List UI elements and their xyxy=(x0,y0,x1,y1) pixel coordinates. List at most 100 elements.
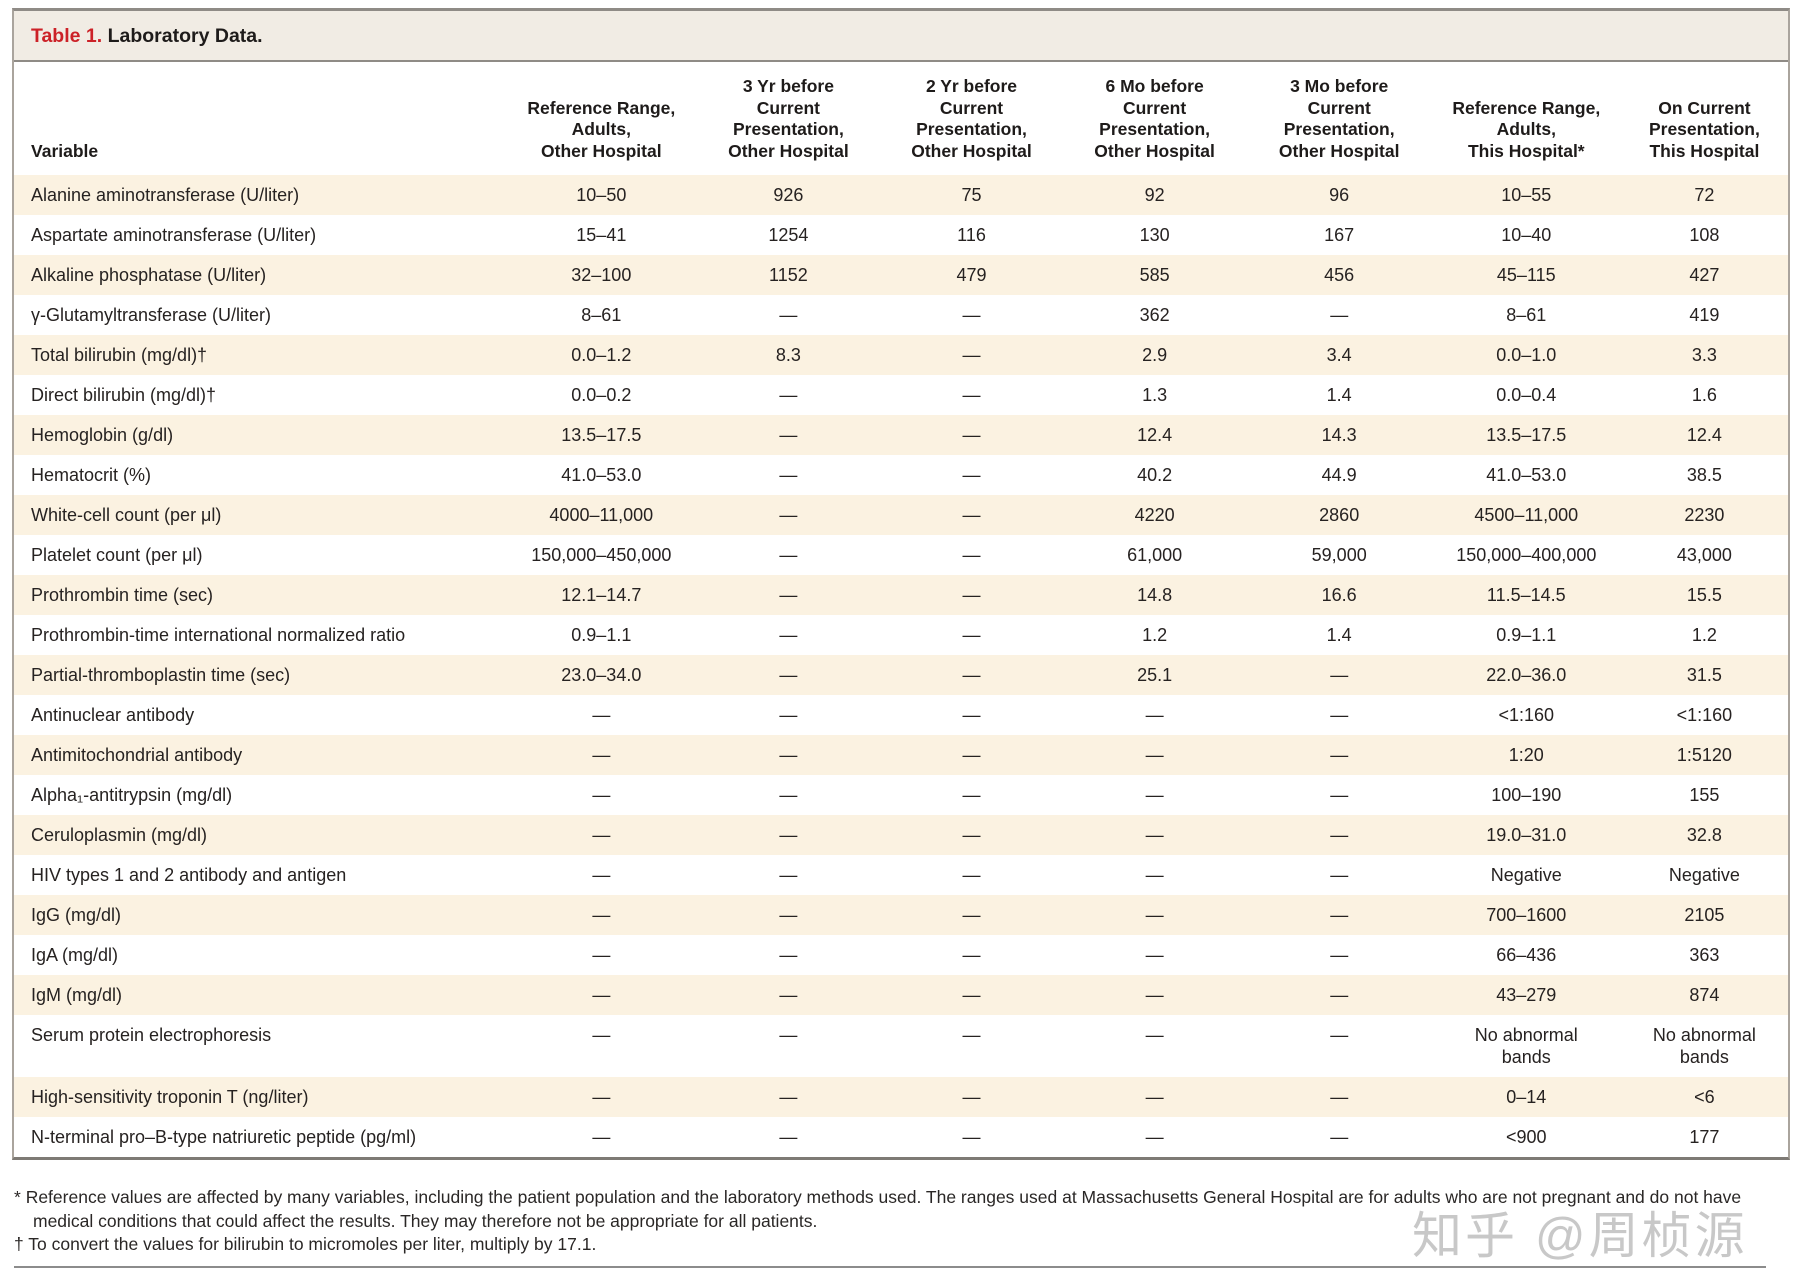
value-cell: — xyxy=(1145,1087,1164,1107)
value-cell: 3.3 xyxy=(1691,345,1717,365)
table-row: High-sensitivity troponin T (ng/liter) — —… xyxy=(14,1077,1788,1117)
value-cell: 874 xyxy=(1689,985,1720,1005)
value-cell: <900 xyxy=(1506,1127,1547,1147)
value-cell: — xyxy=(1330,825,1349,845)
variable-cell: Hemoglobin (g/dl) xyxy=(31,425,174,445)
value-cell: 32–100 xyxy=(571,265,632,285)
table-footnotes: * Reference values are affected by many … xyxy=(14,1186,1762,1257)
table-row: γ-Glutamyltransferase (U/liter) 8–61 — — 362… xyxy=(14,295,1788,335)
value-cell: 72 xyxy=(1694,185,1715,205)
value-cell: 38.5 xyxy=(1686,465,1722,485)
value-cell: — xyxy=(1330,305,1349,325)
footnote: † To convert the values for bilirubin to… xyxy=(14,1233,1762,1257)
value-cell: 8–61 xyxy=(1506,305,1547,325)
value-cell: 1.4 xyxy=(1326,625,1352,645)
value-cell: — xyxy=(1145,1127,1164,1147)
table-row: Antimitochondrial antibody — — — — — 1:20 1:512… xyxy=(14,735,1788,775)
value-cell: — xyxy=(962,745,981,765)
table-row: Direct bilirubin (mg/dl)† 0.0–0.2 — — 1.3 1.4… xyxy=(14,375,1788,415)
value-cell: 12.4 xyxy=(1686,425,1722,445)
value-cell: — xyxy=(962,665,981,685)
value-cell: — xyxy=(1145,985,1164,1005)
value-cell: 0.0–0.4 xyxy=(1496,385,1557,405)
value-cell: — xyxy=(1330,865,1349,885)
variable-cell: Total bilirubin (mg/dl)† xyxy=(31,345,208,365)
value-cell: 12.4 xyxy=(1137,425,1173,445)
value-cell: 14.8 xyxy=(1137,585,1173,605)
table-row: N-terminal pro–B-type natriuretic peptid… xyxy=(14,1117,1788,1157)
value-cell: 2.9 xyxy=(1142,345,1168,365)
column-header: 2 Yr before Current Presentation, Other … xyxy=(911,76,1032,161)
value-cell: — xyxy=(1330,985,1349,1005)
value-cell: — xyxy=(962,825,981,845)
footnote-text: Reference values are affected by many va… xyxy=(25,1187,1742,1231)
value-cell: — xyxy=(962,1087,981,1107)
value-cell: 4220 xyxy=(1134,505,1175,525)
value-cell: — xyxy=(592,705,611,725)
value-cell: 700–1600 xyxy=(1486,905,1567,925)
table-title: Table 1. Laboratory Data. xyxy=(14,11,1788,62)
value-cell: <1:160 xyxy=(1676,705,1733,725)
column-header: 3 Mo before Current Presentation, Other … xyxy=(1278,76,1400,161)
lab-data-table: Variable Reference Range, Adults, Other H… xyxy=(14,62,1788,1157)
value-cell: 25.1 xyxy=(1137,665,1173,685)
table-header: Variable Reference Range, Adults, Other H… xyxy=(14,62,1788,175)
table-row: Prothrombin-time international normalize… xyxy=(14,615,1788,655)
value-cell: 11.5–14.5 xyxy=(1486,585,1566,605)
table-row: Alanine aminotransferase (U/liter) 10–50 9… xyxy=(14,175,1788,215)
lab-data-figure: Table 1. Laboratory Data. Variable Refere… xyxy=(12,8,1790,1160)
value-cell: — xyxy=(1145,1025,1164,1045)
value-cell: — xyxy=(779,905,798,925)
value-cell: 130 xyxy=(1139,225,1170,245)
value-cell: 3.4 xyxy=(1326,345,1352,365)
variable-cell: Ceruloplasmin (mg/dl) xyxy=(31,825,208,845)
table-row: Hematocrit (%) 41.0–53.0 — — 40.2 44.9 41.0–53… xyxy=(14,455,1788,495)
value-cell: — xyxy=(962,905,981,925)
value-cell: 4500–11,000 xyxy=(1474,505,1579,525)
value-cell: 150,000–450,000 xyxy=(531,545,672,565)
value-cell: 66–436 xyxy=(1496,945,1557,965)
value-cell: 1:20 xyxy=(1508,745,1544,765)
value-cell: 31.5 xyxy=(1686,665,1722,685)
value-cell: — xyxy=(1145,705,1164,725)
value-cell: 108 xyxy=(1689,225,1720,245)
value-cell: — xyxy=(1145,945,1164,965)
table-title-text: Laboratory Data. xyxy=(107,25,263,47)
value-cell: Negative xyxy=(1668,865,1740,885)
value-cell: — xyxy=(592,785,611,805)
value-cell: 0.9–1.1 xyxy=(571,625,632,645)
value-cell: 0.0–1.2 xyxy=(571,345,632,365)
table-row: IgA (mg/dl) — — — — — 66–436 363 xyxy=(14,935,1788,975)
table-row: Hemoglobin (g/dl) 13.5–17.5 — — 12.4 14.3 13.5… xyxy=(14,415,1788,455)
variable-cell: Antinuclear antibody xyxy=(31,705,195,725)
table-body: Alanine aminotransferase (U/liter) 10–50 9… xyxy=(14,175,1788,1157)
variable-cell: Partial-thromboplastin time (sec) xyxy=(31,665,291,685)
value-cell: 43,000 xyxy=(1676,545,1732,565)
value-cell: 43–279 xyxy=(1496,985,1557,1005)
value-cell: — xyxy=(779,865,798,885)
variable-cell: Alanine aminotransferase (U/liter) xyxy=(31,185,300,205)
value-cell: — xyxy=(779,665,798,685)
variable-cell: Alpha₁-antitrypsin (mg/dl) xyxy=(31,785,233,805)
value-cell: — xyxy=(779,1127,798,1147)
table-row: Alkaline phosphatase (U/liter) 32–100 1152… xyxy=(14,255,1788,295)
value-cell: 363 xyxy=(1689,945,1720,965)
table-row: Serum protein electrophoresis — — — — — No abn… xyxy=(14,1015,1788,1077)
value-cell: 59,000 xyxy=(1311,545,1367,565)
value-cell: 479 xyxy=(956,265,987,285)
value-cell: 4000–11,000 xyxy=(549,505,654,525)
value-cell: — xyxy=(592,825,611,845)
variable-cell: Prothrombin time (sec) xyxy=(31,585,214,605)
header-row: Variable Reference Range, Adults, Other H… xyxy=(14,62,1788,175)
value-cell: 8–61 xyxy=(581,305,622,325)
value-cell: — xyxy=(1145,905,1164,925)
value-cell: — xyxy=(1330,905,1349,925)
value-cell: — xyxy=(779,425,798,445)
value-cell: — xyxy=(779,505,798,525)
value-cell: — xyxy=(1330,1087,1349,1107)
table-row: Partial-thromboplastin time (sec) 23.0–34… xyxy=(14,655,1788,695)
value-cell: — xyxy=(962,545,981,565)
variable-cell: IgM (mg/dl) xyxy=(31,985,123,1005)
value-cell: 12.1–14.7 xyxy=(561,585,642,605)
variable-cell: HIV types 1 and 2 antibody and antigen xyxy=(31,865,347,885)
